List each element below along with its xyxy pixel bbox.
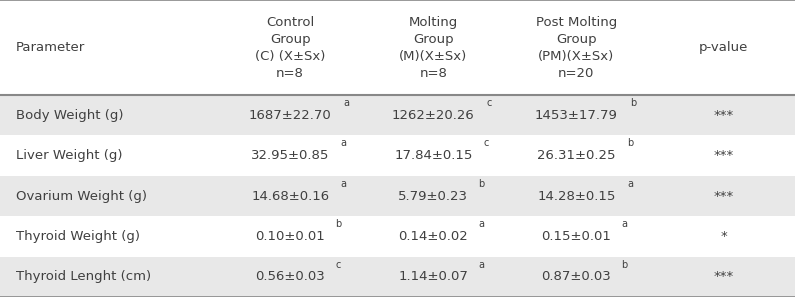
Text: a: a	[341, 138, 347, 148]
Text: 0.56±0.03: 0.56±0.03	[255, 270, 325, 283]
Text: 1453±17.79: 1453±17.79	[535, 109, 618, 122]
Text: ***: ***	[713, 149, 734, 162]
Text: 0.14±0.02: 0.14±0.02	[398, 230, 468, 243]
Text: b: b	[622, 260, 627, 270]
Bar	[0, 257, 795, 297]
Text: a: a	[627, 179, 633, 189]
Text: Ovarium Weight (g): Ovarium Weight (g)	[16, 189, 147, 203]
Text: Thyroid Weight (g): Thyroid Weight (g)	[16, 230, 140, 243]
Text: c: c	[487, 98, 492, 108]
Text: Liver Weight (g): Liver Weight (g)	[16, 149, 122, 162]
Text: 5.79±0.23: 5.79±0.23	[398, 189, 468, 203]
Text: Molting
Group
(M)(X±Sx)
n=8: Molting Group (M)(X±Sx) n=8	[399, 15, 467, 80]
Text: a: a	[343, 98, 350, 108]
Text: 17.84±0.15: 17.84±0.15	[394, 149, 472, 162]
Text: 0.87±0.03: 0.87±0.03	[541, 270, 611, 283]
Text: p-value: p-value	[699, 41, 748, 54]
Text: 14.28±0.15: 14.28±0.15	[537, 189, 615, 203]
Text: 0.10±0.01: 0.10±0.01	[255, 230, 325, 243]
Text: 1.14±0.07: 1.14±0.07	[398, 270, 468, 283]
Text: 32.95±0.85: 32.95±0.85	[251, 149, 329, 162]
Text: b: b	[479, 179, 485, 189]
Text: b: b	[335, 219, 341, 229]
Text: 26.31±0.25: 26.31±0.25	[537, 149, 615, 162]
Text: a: a	[479, 219, 484, 229]
Text: b: b	[630, 98, 636, 108]
Text: ***: ***	[713, 270, 734, 283]
Text: Post Molting
Group
(PM)(X±Sx)
n=20: Post Molting Group (PM)(X±Sx) n=20	[536, 15, 617, 80]
Bar	[0, 176, 795, 216]
Text: Control
Group
(C) (X±Sx)
n=8: Control Group (C) (X±Sx) n=8	[255, 15, 325, 80]
Text: c: c	[484, 138, 489, 148]
Text: 1687±22.70: 1687±22.70	[249, 109, 332, 122]
Text: ***: ***	[713, 109, 734, 122]
Text: Parameter: Parameter	[16, 41, 85, 54]
Text: a: a	[479, 260, 484, 270]
Text: ***: ***	[713, 189, 734, 203]
Text: 0.15±0.01: 0.15±0.01	[541, 230, 611, 243]
Text: 14.68±0.16: 14.68±0.16	[251, 189, 329, 203]
Text: a: a	[622, 219, 627, 229]
Text: a: a	[340, 179, 347, 189]
Text: b: b	[627, 138, 634, 148]
Text: Thyroid Lenght (cm): Thyroid Lenght (cm)	[16, 270, 151, 283]
Text: *: *	[720, 230, 727, 243]
Text: c: c	[335, 260, 340, 270]
Text: 1262±20.26: 1262±20.26	[392, 109, 475, 122]
Bar	[0, 95, 795, 135]
Text: Body Weight (g): Body Weight (g)	[16, 109, 123, 122]
